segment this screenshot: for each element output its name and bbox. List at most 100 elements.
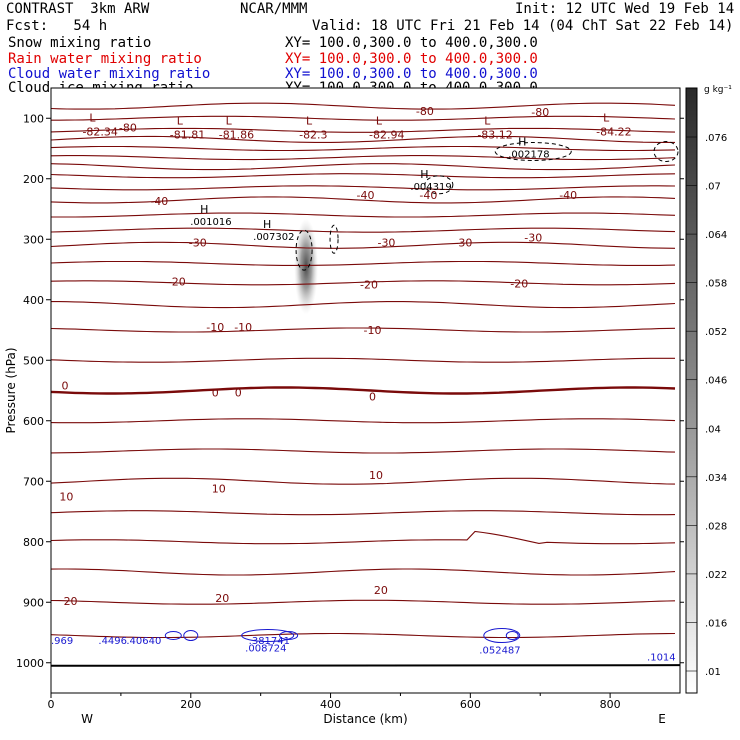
init-time: Init: 12 UTC Wed 19 Feb 14 [515, 1, 735, 17]
isotherm-contour [50, 477, 676, 485]
y-tick-label: 700 [23, 475, 44, 488]
colorbar-label: .028 [705, 521, 727, 532]
x-tick-label: 400 [320, 698, 341, 711]
isotherm-contour [50, 599, 676, 605]
high-marker: H [518, 135, 526, 148]
cloud-water-contour [279, 631, 299, 641]
isotherm-contour [50, 260, 676, 266]
cloud-water-contour [183, 630, 199, 642]
temperature-label: 10 [212, 483, 226, 496]
temperature-label: -10 [234, 321, 252, 334]
isotherm-contour [50, 241, 676, 249]
y-tick-label: 900 [23, 596, 44, 609]
field-snow-label: Snow mixing ratio [8, 35, 152, 51]
isotherm-contour [51, 115, 676, 121]
y-tick-label: 200 [23, 173, 44, 186]
colorbar-label: .01 [705, 667, 721, 678]
y-tick-label: 800 [23, 536, 44, 549]
temperature-label: 0 [212, 386, 219, 399]
temperature-label: -30 [524, 231, 542, 244]
cloud-water-contour [164, 631, 182, 641]
temperature-label: 10 [59, 490, 73, 503]
isotherm-contour [50, 418, 676, 424]
low-marker: L [89, 111, 96, 124]
x-tick-label: 600 [460, 698, 481, 711]
isotherm-contour [50, 127, 676, 133]
high-value: .002178 [508, 149, 549, 160]
temperature-label: 20 [374, 584, 388, 597]
high-value: .007302 [253, 232, 294, 243]
cloud-water-contour [241, 629, 295, 643]
isotherm-contour [50, 227, 676, 233]
isotherm-contour [50, 510, 676, 516]
cloud-value: .008724 [245, 644, 286, 655]
cloud-value: .40640 [126, 636, 161, 647]
y-tick-label: 600 [23, 415, 44, 428]
y-tick-label: 100 [23, 112, 44, 125]
temperature-label: -40 [559, 189, 577, 202]
colorbar-label: .052 [705, 327, 727, 338]
y-axis-label: Pressure (hPa) [4, 347, 18, 433]
plot-frame [50, 87, 681, 694]
low-value: -83.12 [477, 128, 512, 141]
low-value: -84.22 [596, 125, 631, 138]
y-tick-label: 1000 [16, 657, 44, 670]
high-value: .004319 [410, 182, 451, 193]
cloud-value: .969 [51, 636, 73, 647]
temperature-label: -30 [189, 236, 207, 249]
colorbar-unit: g kg⁻¹ [704, 85, 732, 95]
isotherm-contour [51, 212, 676, 218]
cloud-water-contour [505, 631, 519, 641]
low-value: -81.81 [170, 128, 205, 141]
cloud-water-contour [483, 628, 521, 644]
temperature-label: 10 [369, 469, 383, 482]
temperature-label: -80 [119, 121, 137, 134]
field-snow-xy: XY= 100.0,300.0 to 400.0,300.0 [285, 35, 538, 51]
high-value: .001016 [190, 217, 231, 228]
temperature-label: -40 [357, 189, 375, 202]
colorbar [685, 87, 698, 694]
y-tick-label: 400 [23, 294, 44, 307]
low-marker: L [603, 111, 610, 124]
low-marker: L [376, 114, 383, 127]
colorbar-label: .076 [705, 133, 727, 144]
colorbar-label: .016 [705, 618, 727, 629]
colorbar-label: .064 [705, 230, 727, 241]
colorbar-label: .034 [705, 473, 727, 484]
isotherm-contour [50, 357, 675, 363]
isotherm-contour [51, 301, 676, 309]
cloud-value: .4496 [98, 636, 127, 647]
colorbar-label: .04 [705, 424, 721, 435]
forecast-hour: Fcst: 54 h [6, 18, 108, 34]
isotherm-contour [50, 173, 676, 179]
low-marker: L [306, 114, 313, 127]
field-rain-label: Rain water mixing ratio [8, 51, 202, 67]
temperature-label: 0 [61, 380, 68, 393]
high-marker: H [200, 203, 208, 216]
isotherm-contour [50, 102, 676, 110]
ice-contour [653, 141, 679, 163]
isotherm-contour [50, 185, 676, 191]
isotherm-contour [50, 632, 676, 639]
ice-contour [494, 142, 572, 162]
temperature-label: -20 [168, 276, 186, 289]
temperature-label: 20 [64, 595, 78, 608]
colorbar-label: .022 [705, 570, 727, 581]
cloud-value: .381741 [249, 636, 290, 647]
colorbar-label: .046 [705, 376, 727, 387]
low-value: -82.3 [299, 128, 327, 141]
isotherm-contour [50, 135, 675, 143]
ice-contour [329, 224, 339, 254]
temperature-label: 0 [235, 386, 242, 399]
low-marker: L [226, 114, 233, 127]
temperature-label: -20 [510, 277, 528, 290]
valid-time: Valid: 18 UTC Fri 21 Feb 14 (04 ChT Sat … [312, 18, 734, 34]
high-marker: H [263, 218, 271, 231]
field-cloudwater-xy: XY= 100.0,300.0 to 400.0,300.0 [285, 66, 538, 82]
temperature-label: -10 [206, 321, 224, 334]
ice-contour [424, 175, 454, 195]
isotherm-contour [50, 327, 676, 333]
x-axis-label: Distance (km) [323, 712, 407, 726]
field-cloudwater-label: Cloud water mixing ratio [8, 66, 211, 82]
y-tick-label: 500 [23, 354, 44, 367]
